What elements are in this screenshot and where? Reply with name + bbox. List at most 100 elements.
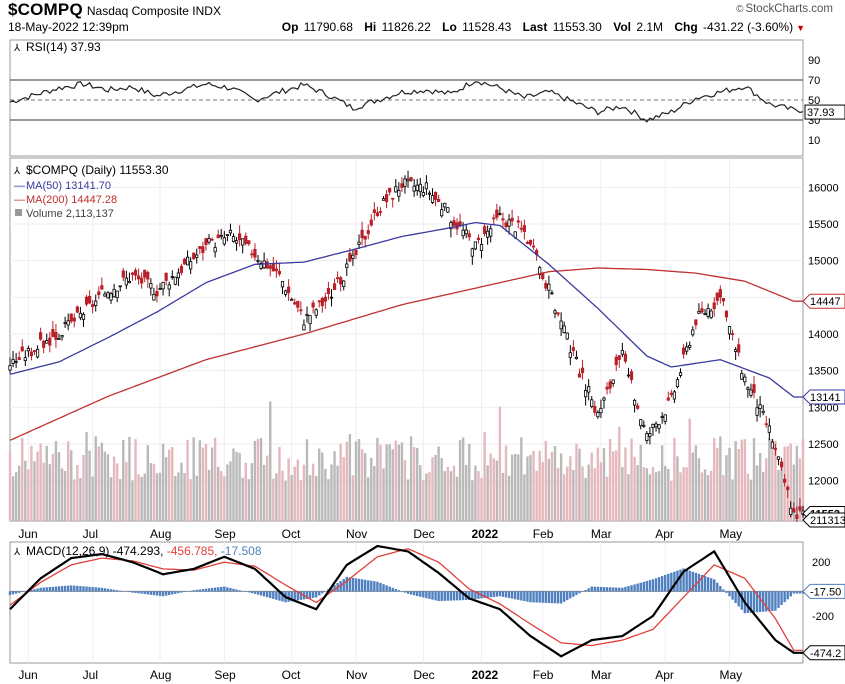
macd-hist-bar xyxy=(440,591,443,601)
macd-hist-bar xyxy=(517,591,520,600)
price-x-tick-label: Jul xyxy=(83,527,98,541)
price-candle xyxy=(495,209,499,218)
macd-hist-bar xyxy=(495,591,499,597)
price-candle xyxy=(302,324,306,331)
volume-bar xyxy=(91,476,94,521)
price-candle xyxy=(158,288,162,290)
macd-hist-bar xyxy=(189,590,192,592)
volume-bar xyxy=(149,463,153,521)
volume-bar xyxy=(801,438,805,521)
volume-bar xyxy=(559,453,563,521)
macd-hist-bar xyxy=(798,591,802,594)
volume-bar xyxy=(758,452,762,521)
price-candle xyxy=(81,313,86,320)
macd-hist-bar xyxy=(483,591,486,599)
volume-bar xyxy=(195,475,198,521)
volume-bar xyxy=(682,467,685,521)
macd-hist-bar xyxy=(330,587,333,592)
price-x-tick-label: Mar xyxy=(591,527,612,541)
macd-hist-bar xyxy=(128,591,131,593)
price-x-tick-label: Feb xyxy=(533,527,554,541)
macd-hist-bar xyxy=(232,588,235,592)
macd-hist-bar xyxy=(434,591,437,601)
macd-hist-bar xyxy=(354,578,358,592)
high-value: 11826.22 xyxy=(381,20,431,34)
volume-bar xyxy=(367,477,370,521)
volume-bar xyxy=(691,452,694,521)
macd-hist-bar xyxy=(501,591,505,597)
macd-hist-bar xyxy=(152,591,156,596)
price-candle xyxy=(694,319,698,326)
macd-hist-bar xyxy=(492,591,495,597)
price-candle xyxy=(63,321,67,324)
macd-hist-bar xyxy=(281,591,284,602)
price-candle xyxy=(703,313,707,315)
price-candle xyxy=(222,237,226,245)
price-candle xyxy=(143,269,147,278)
macd-hist-bar xyxy=(703,576,707,592)
volume-bar xyxy=(324,468,327,521)
price-x-tick-label: 2022 xyxy=(472,527,499,541)
macd-hist-bar xyxy=(801,591,805,594)
macd-hist-bar xyxy=(523,591,526,602)
volume-bar xyxy=(330,464,333,521)
vol-value: 2.1M xyxy=(636,20,664,34)
price-candle xyxy=(274,268,278,272)
macd-hist-bar xyxy=(611,587,615,592)
macd-hist-bar xyxy=(223,586,226,592)
macd-hist-bar xyxy=(792,591,796,594)
volume-bar xyxy=(226,464,229,521)
macd-hist-bar xyxy=(452,591,456,601)
volume-bar xyxy=(648,474,652,521)
volume-bar xyxy=(755,465,759,521)
volume-bar xyxy=(633,456,636,521)
price-candle xyxy=(127,280,132,284)
volume-bar xyxy=(112,456,116,521)
price-x-tick-label: Nov xyxy=(346,527,367,541)
price-x-tick-label: Jun xyxy=(18,527,37,541)
price-candle xyxy=(743,376,747,383)
macd-hist-bar xyxy=(66,585,70,592)
macd-hist-bar xyxy=(146,591,149,595)
macd-hist-bar xyxy=(88,586,91,592)
macd-hist-bar xyxy=(143,591,146,595)
volume-bar xyxy=(363,453,367,521)
volume-bar xyxy=(786,446,789,521)
volume-bar xyxy=(795,445,799,521)
volume-bar xyxy=(575,443,578,521)
macd-x-tick-label: Mar xyxy=(591,668,612,682)
macd-hist-bar xyxy=(363,579,367,592)
price-candle xyxy=(773,448,778,450)
macd-value-label: -474.2 xyxy=(810,648,841,660)
price-candle xyxy=(329,296,334,299)
macd-legend-part: -456.785, xyxy=(163,544,217,558)
price-tick-label: 13000 xyxy=(808,402,839,414)
macd-hist-bar xyxy=(697,573,701,592)
macd-legend-part: MACD(12,26,9) xyxy=(26,544,109,558)
down-triangle-icon: ▼ xyxy=(796,23,805,33)
price-candle xyxy=(648,433,652,437)
volume-bar xyxy=(664,465,667,521)
price-candle xyxy=(354,249,358,256)
volume-bar xyxy=(223,476,226,521)
price-candle xyxy=(629,371,634,381)
volume-bar xyxy=(792,464,796,521)
price-candle xyxy=(149,283,153,289)
macd-hist-bar xyxy=(210,588,214,592)
volume-bar xyxy=(103,451,107,521)
price-candle xyxy=(185,256,190,266)
price-candle xyxy=(155,291,159,297)
price-candle xyxy=(761,410,765,414)
price-candle xyxy=(195,254,199,258)
macd-hist-bar xyxy=(642,581,645,592)
price-candle xyxy=(599,407,603,414)
price-candle xyxy=(244,235,248,244)
price-candle xyxy=(614,356,618,366)
volume-bar xyxy=(608,439,612,521)
volume-bar xyxy=(296,459,300,521)
brand[interactable]: © StockCharts.com xyxy=(736,3,833,15)
price-candle xyxy=(452,220,456,226)
price-candle xyxy=(57,338,61,340)
volume-bar xyxy=(140,476,143,521)
macd-hist-bar xyxy=(706,577,710,592)
